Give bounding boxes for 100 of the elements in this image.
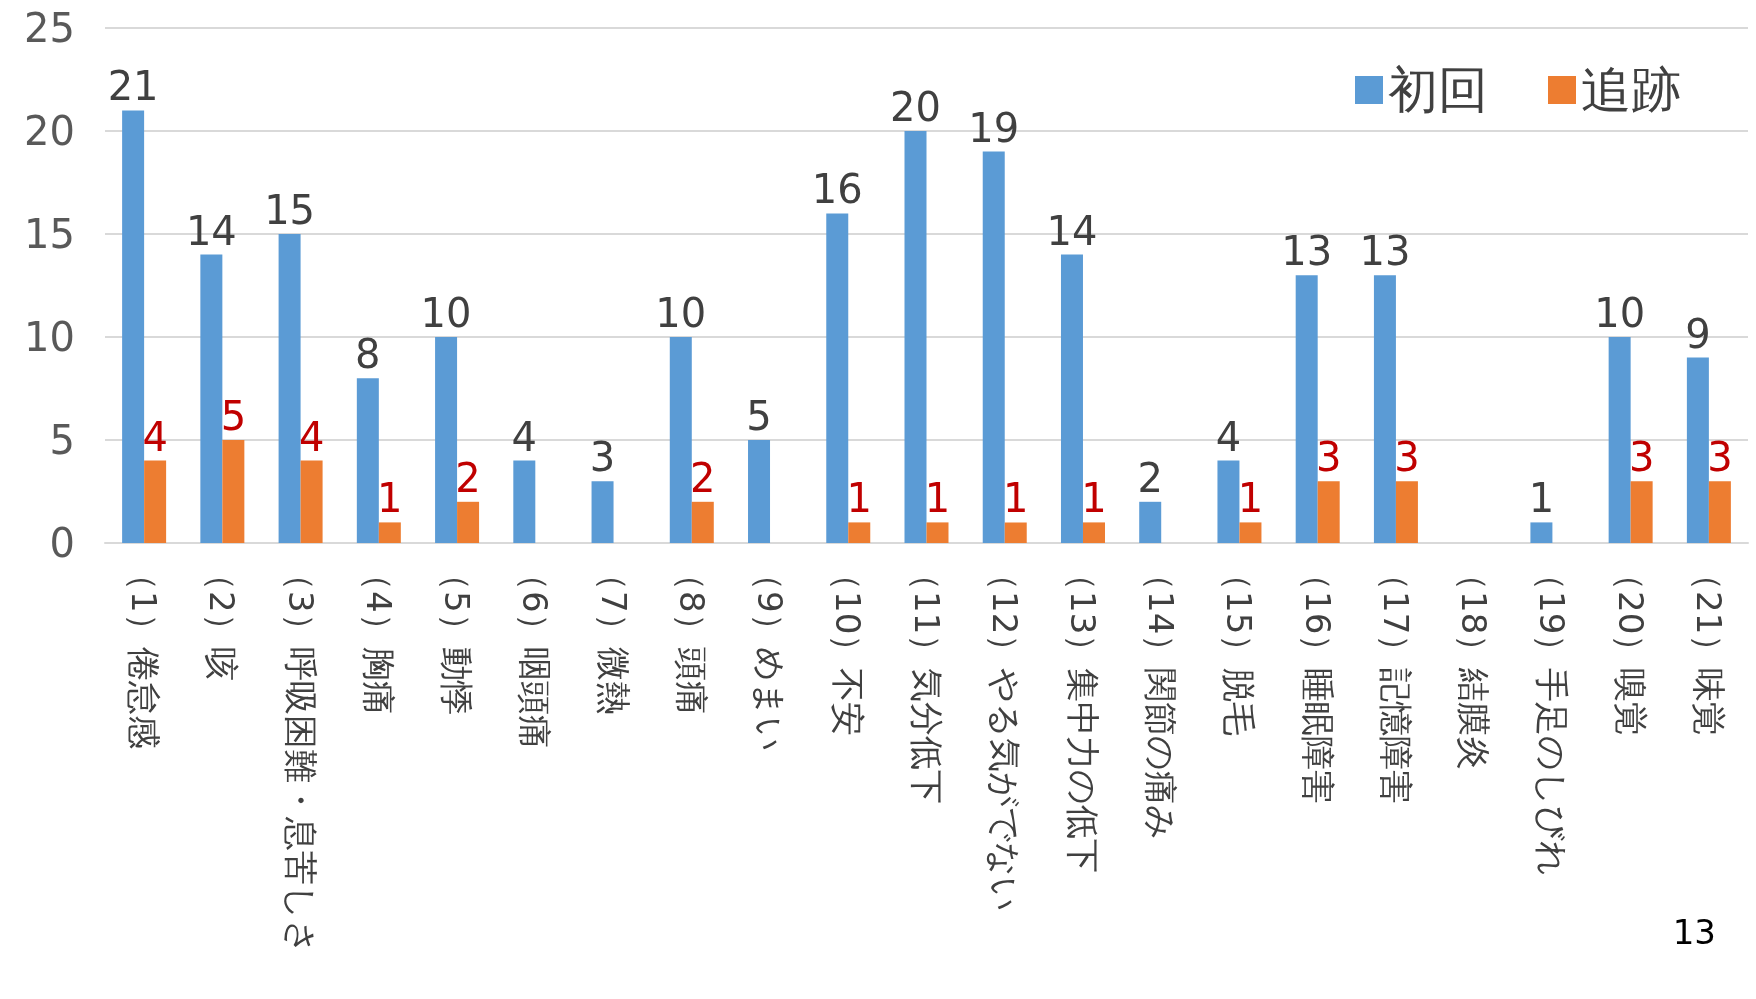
- data-label: 19: [968, 104, 1020, 151]
- x-tick-label: （20）嗅覚: [1610, 557, 1651, 737]
- x-tick-label: （10）不安: [828, 557, 869, 737]
- bar: [356, 378, 379, 543]
- bar: [513, 460, 536, 543]
- data-label: 3: [1315, 434, 1342, 481]
- x-tick-label: （6）咽頭痛: [515, 557, 556, 749]
- data-label: 2: [690, 454, 716, 501]
- data-label: 5: [746, 393, 772, 439]
- x-tick-label: （9）めまい: [750, 557, 791, 752]
- data-label: 10: [1594, 290, 1646, 336]
- bar: [1530, 522, 1553, 543]
- bar: [1295, 275, 1318, 543]
- bar: [982, 151, 1005, 543]
- y-tick-label: 10: [24, 314, 75, 360]
- bar: [826, 213, 849, 543]
- y-tick-label: 5: [49, 417, 75, 463]
- data-label: 13: [1281, 228, 1333, 275]
- bar: [1217, 460, 1240, 543]
- data-label: 1: [377, 475, 403, 522]
- bar: [904, 131, 927, 543]
- x-tick-label: （14）関節の痛み: [1141, 557, 1182, 841]
- legend-label: 追跡: [1581, 61, 1681, 119]
- bar: [144, 460, 167, 543]
- bar: [1317, 481, 1340, 543]
- x-tick-label: （13）集中力の低下: [1062, 557, 1103, 874]
- x-tick-label: （19）手足のしびれ: [1532, 557, 1573, 877]
- data-label: 10: [655, 290, 707, 336]
- legend-label: 初回: [1388, 61, 1488, 119]
- data-label: 3: [1628, 434, 1655, 481]
- bar: [457, 501, 480, 543]
- data-label: 4: [298, 413, 325, 460]
- x-tick-label: （21）味覚: [1688, 557, 1729, 737]
- x-tick-label: （4）胸痛: [358, 557, 399, 715]
- bar: [378, 522, 401, 543]
- data-label: 1: [924, 475, 951, 522]
- bar: [1004, 522, 1027, 543]
- data-label: 2: [455, 454, 481, 501]
- data-label: 5: [220, 393, 247, 439]
- x-tick-label: （8）頭痛: [671, 557, 712, 715]
- data-label: 4: [142, 413, 168, 460]
- data-label: 1: [1528, 475, 1555, 522]
- bar: [200, 254, 223, 543]
- bar: [926, 522, 949, 543]
- data-label: 1: [1003, 475, 1029, 522]
- data-label: 13: [1359, 228, 1411, 275]
- data-label: 10: [420, 290, 472, 336]
- data-label: 1: [1237, 475, 1264, 522]
- data-label: 1: [846, 475, 872, 522]
- y-tick-label: 0: [49, 520, 75, 566]
- data-label: 16: [811, 166, 863, 213]
- x-tick-label: （17）記憶障害: [1375, 557, 1416, 805]
- data-label: 21: [107, 63, 159, 110]
- bar: [435, 337, 458, 543]
- data-label: 9: [1685, 310, 1711, 357]
- bar: [748, 440, 771, 543]
- bar: [1060, 254, 1083, 543]
- data-label: 14: [185, 207, 237, 254]
- bar: [1395, 481, 1418, 543]
- bar: [1608, 337, 1631, 543]
- y-tick-label: 20: [24, 108, 75, 154]
- x-tick-label: （1）倦怠感: [124, 557, 165, 749]
- bar: [1373, 275, 1396, 543]
- data-label: 2: [1137, 454, 1163, 501]
- x-tick-label: （12）やる気がでない: [984, 557, 1025, 913]
- y-tick-label: 25: [24, 5, 75, 51]
- bar: [669, 337, 692, 543]
- bar: [1686, 357, 1709, 543]
- x-tick-label: （18）結膜炎: [1454, 557, 1495, 771]
- data-label: 3: [1394, 434, 1420, 481]
- data-label: 4: [511, 413, 538, 460]
- data-label: 8: [355, 331, 381, 378]
- data-label: 1: [1081, 475, 1107, 522]
- y-tick-label: 15: [24, 211, 75, 257]
- x-tick-label: （5）動悸: [437, 557, 478, 715]
- data-label: 14: [1046, 207, 1098, 254]
- bar: [848, 522, 871, 543]
- bar: [1630, 481, 1653, 543]
- bar: [1239, 522, 1262, 543]
- x-tick-label: （3）呼吸困難・息苦しさ: [280, 557, 321, 955]
- bar: [1139, 501, 1162, 543]
- x-tick-label: （16）睡眠障害: [1297, 557, 1338, 805]
- x-tick-label: （7）微熱: [593, 557, 634, 715]
- bar: [222, 440, 245, 543]
- text: 13: [1672, 912, 1716, 952]
- x-tick-label: （15）脱毛: [1219, 557, 1260, 737]
- bar: [122, 110, 145, 543]
- x-tick-label: （2）咳: [202, 557, 243, 681]
- data-label: 15: [264, 187, 316, 233]
- bar: [300, 460, 323, 543]
- data-label: 20: [890, 84, 941, 130]
- data-label: 4: [1215, 413, 1242, 460]
- data-label: 3: [589, 434, 616, 481]
- bar: [1708, 481, 1731, 543]
- bar: [691, 501, 714, 543]
- bar: [278, 234, 301, 543]
- bar: [1082, 522, 1105, 543]
- x-tick-label: （11）気分低下: [906, 557, 947, 805]
- data-label: 3: [1707, 434, 1733, 481]
- bar: [591, 481, 614, 543]
